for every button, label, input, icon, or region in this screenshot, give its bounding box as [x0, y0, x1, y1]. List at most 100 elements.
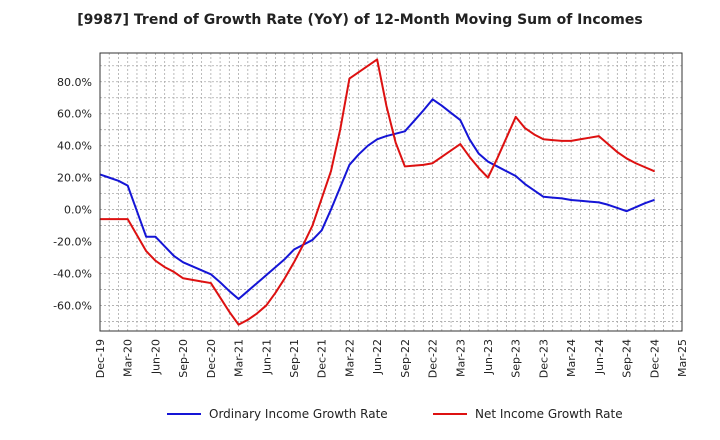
series-1-point	[339, 186, 341, 188]
y-tick-label: 40.0%	[57, 140, 92, 153]
x-tick-label: Sep-20	[177, 339, 190, 378]
series-2-point	[395, 141, 397, 144]
y-tick-label: 20.0%	[57, 172, 92, 185]
x-tick-label: Jun-20	[149, 339, 162, 375]
x-tick-label: Dec-23	[537, 339, 550, 378]
series-1-point	[524, 183, 526, 185]
x-tick-label: Jun-23	[482, 339, 495, 375]
series-2-point	[644, 166, 646, 168]
series-1-point	[145, 236, 147, 238]
series-2-point	[413, 165, 415, 167]
series-1-point	[274, 266, 277, 268]
y-tick-label: 80.0%	[57, 76, 92, 89]
series-2-point	[561, 140, 563, 142]
legend-label-1: Ordinary Income Growth Rate	[209, 407, 388, 421]
series-1-point	[367, 145, 369, 147]
series-2-point	[625, 157, 628, 160]
grid-layer	[100, 53, 682, 331]
x-tick-label: Jun-22	[371, 339, 384, 375]
series-2-point	[201, 280, 203, 283]
x-tick-label: Sep-21	[288, 339, 301, 378]
series-1-point	[348, 164, 351, 166]
x-tick-label: Dec-24	[648, 339, 661, 378]
series-1-point	[487, 161, 489, 163]
x-tick-label: Mar-23	[454, 339, 467, 377]
series-2-point	[635, 162, 637, 164]
series-1-point	[422, 109, 424, 112]
x-tick-label: Mar-25	[676, 339, 689, 377]
series-2-point	[228, 311, 230, 313]
y-tick-label: -60.0%	[53, 299, 92, 312]
x-tick-label: Mar-22	[343, 339, 356, 377]
x-tick-label: Mar-21	[233, 339, 246, 377]
series-2-point	[210, 282, 212, 284]
chart-title: [9987] Trend of Growth Rate (YoY) of 12-…	[77, 12, 643, 28]
series-1-point	[237, 298, 240, 300]
series-1-point	[219, 281, 221, 283]
series-2-point	[256, 312, 258, 315]
x-tick-labels: Dec-19 Mar-20 Jun-20 Sep-20 Dec-20 Mar-21 Jun-…	[94, 339, 689, 378]
series-2-point	[117, 218, 120, 220]
series-1-point	[625, 210, 628, 212]
series-2-point	[422, 164, 424, 166]
x-tick-label: Mar-24	[565, 339, 578, 377]
y-tick-labels: -60.0% -40.0% -20.0% 0.0% 20.0% 40.0% 60.0% 80.…	[53, 76, 92, 313]
series-1-point	[413, 120, 415, 122]
series-1-point	[478, 153, 480, 155]
series-2-point	[607, 143, 609, 145]
series-1-point	[515, 175, 517, 177]
x-tick-label: Jun-24	[593, 339, 606, 375]
x-tick-label: Sep-22	[399, 339, 412, 378]
series-1-point	[598, 201, 600, 203]
y-tick-label: 0.0%	[64, 204, 92, 217]
series-1-point	[459, 119, 461, 121]
series-2-point	[348, 77, 351, 80]
series-1-point	[376, 138, 378, 140]
series-1-point	[256, 282, 258, 284]
x-tick-label: Jun-21	[260, 339, 273, 375]
series-1-point	[321, 229, 323, 231]
series-1-point	[358, 153, 360, 156]
series-1-point	[265, 274, 267, 276]
series-1-point	[228, 290, 230, 292]
series-1-point	[173, 255, 175, 257]
x-tick-label: Sep-24	[621, 339, 634, 378]
series-2-point	[358, 71, 360, 73]
series-1-point	[201, 269, 203, 271]
series-line-2	[100, 58, 655, 326]
series-2-point	[505, 137, 508, 139]
series-2-point	[145, 250, 147, 252]
series-1-point	[210, 273, 212, 275]
series-1-point	[561, 197, 563, 199]
series-2-point	[653, 170, 655, 172]
series-1-point	[579, 200, 581, 202]
series-1-point	[191, 265, 193, 267]
series-2-point	[459, 143, 461, 145]
series-layer	[99, 58, 655, 326]
series-1-point	[496, 165, 498, 168]
series-2-point	[293, 261, 295, 263]
series-1-point	[164, 245, 166, 247]
series-1-point	[468, 138, 471, 140]
series-2-point	[154, 260, 157, 262]
series-1-point	[154, 236, 157, 238]
series-2-point	[237, 324, 240, 326]
legend: Ordinary Income Growth Rate Net Income Gr…	[167, 407, 623, 421]
series-2-point	[219, 296, 221, 299]
series-2-point	[164, 266, 166, 268]
x-tick-label: Mar-20	[122, 339, 135, 377]
series-2-point	[385, 105, 387, 107]
series-2-point	[533, 133, 535, 136]
series-1-point	[441, 105, 443, 107]
series-2-point	[127, 218, 129, 220]
series-1-point	[542, 196, 545, 198]
series-2-point	[487, 177, 489, 179]
series-2-point	[478, 167, 480, 169]
series-2-point	[616, 151, 618, 153]
series-2-point	[431, 162, 434, 164]
series-2-point	[515, 116, 517, 118]
y-tick-label: -40.0%	[53, 267, 92, 280]
series-1-point	[644, 202, 646, 204]
series-1-point	[616, 207, 618, 209]
